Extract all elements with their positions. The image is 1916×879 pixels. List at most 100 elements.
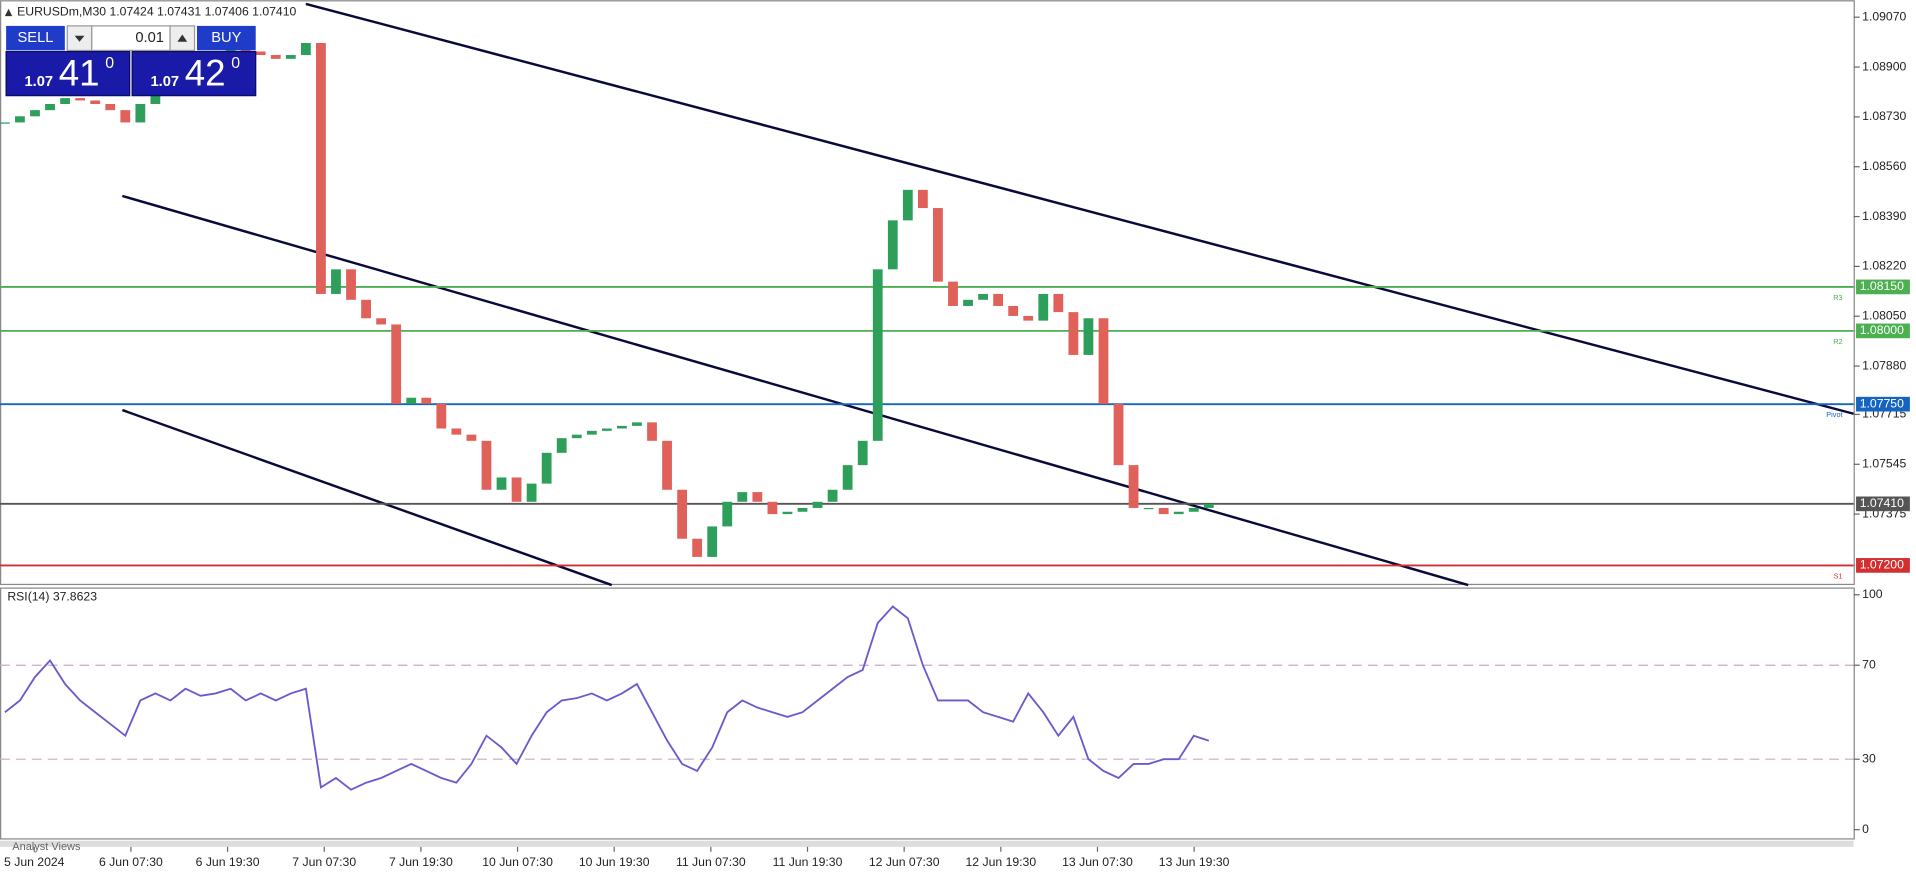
- candle: [857, 440, 868, 466]
- level-name: S1: [1834, 571, 1843, 580]
- level-name: R2: [1833, 337, 1842, 346]
- candle: [1128, 465, 1139, 508]
- y-tick-label: 1.08900: [1862, 59, 1906, 73]
- candle: [316, 43, 326, 294]
- candle: [135, 103, 146, 123]
- analyst-tab[interactable]: Analyst Views: [12, 841, 81, 853]
- candle: [120, 110, 131, 123]
- candle: [541, 452, 552, 484]
- y-tick-label: 1.09070: [1862, 9, 1906, 23]
- candle: [737, 492, 748, 502]
- level-tag-label: 1.07410: [1860, 496, 1904, 510]
- y-tick-label: 1.07880: [1862, 358, 1906, 372]
- volume-value: 0.01: [135, 30, 164, 46]
- candle: [255, 51, 266, 56]
- candle: [75, 98, 86, 101]
- candle: [150, 91, 161, 104]
- x-tick-label: 7 Jun 07:30: [292, 855, 356, 869]
- level-tag: [1856, 558, 1910, 573]
- candle: [526, 483, 537, 502]
- candle: [421, 397, 432, 404]
- x-tick-label: 12 Jun 07:30: [869, 855, 940, 869]
- candle: [707, 526, 718, 557]
- candle: [45, 103, 55, 111]
- candle: [586, 430, 597, 435]
- candle: [1113, 403, 1124, 466]
- candle: [1083, 318, 1094, 355]
- level-tag-label: 1.08000: [1860, 323, 1904, 337]
- candle: [376, 318, 387, 325]
- candle: [361, 299, 371, 319]
- y-tick-label: 30: [1862, 751, 1876, 765]
- candle: [872, 269, 883, 441]
- rsi-line: [4, 605, 1210, 791]
- bid-sup: 0: [105, 55, 114, 72]
- ask-box[interactable]: [131, 50, 257, 97]
- rsi-title: RSI(14) 37.8623: [7, 590, 97, 604]
- volume-down[interactable]: [66, 25, 93, 51]
- x-tick-label: 11 Jun 19:30: [773, 855, 843, 869]
- y-tick-label: 1.08390: [1862, 209, 1906, 223]
- candle: [933, 208, 943, 282]
- y-tick-label: 1.07545: [1862, 457, 1906, 471]
- candle: [662, 440, 672, 490]
- candle: [647, 422, 657, 441]
- ask-sup: 0: [231, 55, 240, 72]
- trend-line: [121, 408, 613, 587]
- candle: [842, 465, 853, 490]
- candle: [917, 189, 928, 209]
- y-tick-label: 0: [1862, 822, 1869, 836]
- candle: [285, 55, 296, 59]
- candle: [90, 100, 101, 104]
- candle: [1203, 503, 1214, 508]
- candle: [496, 477, 507, 490]
- collapse-icon[interactable]: [4, 8, 13, 17]
- level-tag: [1856, 396, 1910, 412]
- candle: [436, 403, 447, 429]
- candle: [752, 492, 763, 502]
- candle: [677, 489, 687, 539]
- candle: [1143, 507, 1154, 510]
- x-tick-label: 7 Jun 19:30: [389, 855, 453, 869]
- sell-button[interactable]: [6, 25, 65, 51]
- x-tick-label: 11 Jun 07:30: [676, 855, 746, 869]
- candle: [481, 440, 492, 490]
- candle: [1008, 305, 1019, 316]
- candle: [978, 293, 988, 300]
- candle: [797, 507, 808, 512]
- bid-box[interactable]: [5, 50, 131, 97]
- candle: [902, 189, 913, 221]
- candle: [948, 281, 958, 306]
- level-name: R3: [1833, 293, 1842, 302]
- level-tag: [1856, 279, 1910, 295]
- x-tick-label: 12 Jun 19:30: [965, 855, 1036, 869]
- candle: [827, 489, 838, 502]
- buy-button[interactable]: [196, 25, 256, 51]
- candle: [782, 511, 793, 515]
- candle: [1023, 315, 1034, 321]
- candle: [451, 428, 462, 435]
- candle: [1158, 507, 1169, 515]
- candle: [1098, 318, 1109, 404]
- candle: [270, 55, 281, 59]
- candle: [300, 43, 311, 56]
- symbol-header: EURUSDm,M30 1.07424 1.07431 1.07406 1.07…: [17, 5, 296, 19]
- y-tick-label: 1.08050: [1862, 308, 1906, 322]
- y-tick-label: 1.08730: [1862, 109, 1906, 123]
- trend-line: [305, 2, 1854, 415]
- ask-big: 1.07: [150, 74, 179, 90]
- level-name: Pivot: [1826, 410, 1842, 419]
- candle: [1173, 511, 1184, 515]
- candle: [812, 501, 823, 508]
- candle: [60, 98, 70, 104]
- volume-input[interactable]: [91, 25, 171, 51]
- candle: [993, 293, 1004, 306]
- price-frame: [0, 0, 1855, 586]
- x-tick-label: 13 Jun 19:30: [1159, 855, 1230, 869]
- bid-main: 41: [59, 53, 100, 94]
- candle: [105, 103, 116, 111]
- bid-big: 1.07: [24, 74, 53, 90]
- x-tick-label: 10 Jun 07:30: [482, 855, 553, 869]
- candle: [1068, 312, 1079, 355]
